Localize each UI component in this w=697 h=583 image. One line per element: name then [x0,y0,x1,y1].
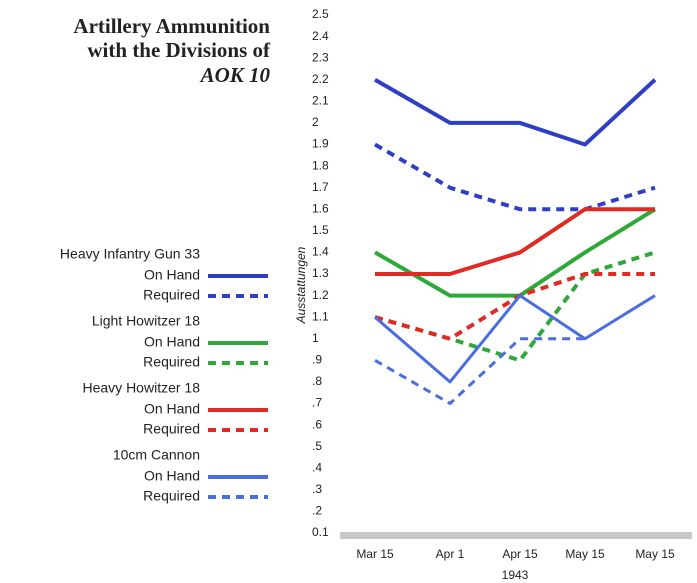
y-tick-label: 2.2 [312,72,329,86]
y-tick-label: 2.1 [312,94,329,108]
x-tick-label: Mar 15 [356,547,394,561]
series-line [374,250,656,363]
y-tick-label: 1.1 [312,309,329,323]
legend-group: Light Howitzer 18 [92,313,200,329]
y-tick-label: 2 [312,115,319,129]
y-tick-label: .2 [312,504,322,518]
legend-label: On Hand [144,334,200,350]
legend-group: Heavy Infantry Gun 33 [60,246,200,262]
x-axis-label: 1943 [502,568,529,582]
x-tick-label: Apr 15 [502,547,538,561]
legend-label: Required [143,421,200,437]
y-tick-label: 1.5 [312,223,329,237]
x-tick-label: May 15 [635,547,675,561]
legend-group: Heavy Howitzer 18 [83,380,201,396]
series-line [375,207,655,276]
y-tick-label: 1 [312,331,319,345]
legend-label: On Hand [144,401,200,417]
x-axis-band [340,532,692,539]
series-line [374,337,585,405]
series-line [374,78,657,147]
y-tick-label: 1.8 [312,158,329,172]
x-tick-label: Apr 1 [436,547,465,561]
legend-label: Required [143,287,200,303]
y-tick-label: .7 [312,396,322,410]
y-tick-label: 0.1 [312,525,329,539]
y-tick-label: .5 [312,439,322,453]
y-tick-label: 1.7 [312,180,329,194]
legend-label: Required [143,488,200,504]
series-line [374,272,655,341]
legend-label: Required [143,354,200,370]
y-tick-label: .6 [312,417,322,431]
y-tick-label: 2.4 [312,29,329,43]
x-tick-label: May 15 [565,547,605,561]
y-tick-label: 1.3 [312,266,329,280]
legend-group: 10cm Cannon [113,447,200,463]
y-tick-label: 2.3 [312,50,329,64]
y-axis-label: Ausstattungen [294,246,308,324]
y-tick-label: .9 [312,353,322,367]
title-line: Artillery Ammunition [73,14,270,38]
title-line: with the Divisions of [87,38,271,62]
y-tick-label: 1.9 [312,137,329,151]
series-line [374,294,656,384]
title-line: AOK 10 [199,63,271,87]
legend-label: On Hand [144,267,200,283]
y-tick-label: 1.4 [312,245,329,259]
legend-label: On Hand [144,468,200,484]
y-tick-label: .3 [312,482,322,496]
y-tick-label: 1.2 [312,288,329,302]
series-line [374,142,656,212]
y-tick-label: .8 [312,374,322,388]
y-tick-label: 1.6 [312,201,329,215]
y-tick-label: 2.5 [312,7,329,21]
y-tick-label: .4 [312,460,322,474]
